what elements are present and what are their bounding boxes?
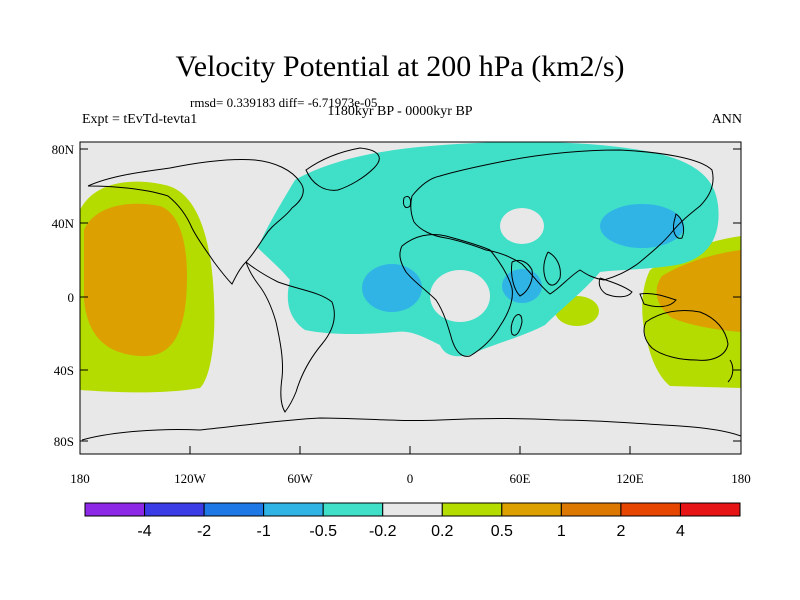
colorbar bbox=[84, 502, 741, 517]
colorbar-label: 1 bbox=[557, 523, 566, 540]
indian-ocean-negative-core bbox=[502, 269, 542, 303]
atlantic-negative-core bbox=[362, 264, 422, 312]
contour-fields bbox=[80, 142, 741, 441]
colorbar-box bbox=[560, 502, 622, 517]
south-atlantic-neutral-patch bbox=[430, 270, 490, 322]
colorbar-label: 0.2 bbox=[431, 523, 453, 540]
colorbar-box bbox=[620, 502, 681, 517]
colorbar-box bbox=[84, 502, 146, 517]
lon-label: 120W bbox=[174, 471, 207, 486]
lat-label: 80N bbox=[52, 142, 75, 157]
lat-label: 40N bbox=[52, 216, 75, 231]
colorbar-box bbox=[441, 502, 503, 517]
lon-label: 180 bbox=[70, 471, 90, 486]
lat-label: 80S bbox=[54, 434, 74, 449]
east-asia-negative-core bbox=[600, 204, 684, 248]
period-subtitle: 1180kyr BP - 0000kyr BP bbox=[327, 104, 473, 119]
colorbar-label: -0.5 bbox=[309, 523, 337, 540]
lon-label: 0 bbox=[407, 471, 414, 486]
west-pacific-positive-core bbox=[656, 250, 741, 332]
lat-label: 40S bbox=[54, 363, 74, 378]
colorbar-box bbox=[203, 502, 265, 517]
stats-line: rmsd= 0.339183 diff= -6.71973e-05 bbox=[190, 95, 378, 110]
colorbar-box bbox=[382, 502, 443, 517]
colorbar-box bbox=[322, 502, 384, 517]
lon-label: 60E bbox=[510, 471, 531, 486]
colorbar-label: 4 bbox=[676, 523, 685, 540]
colorbar-label: 2 bbox=[616, 523, 625, 540]
coastlines bbox=[81, 147, 741, 441]
colorbar-box bbox=[679, 502, 741, 517]
colorbar-label: 0.5 bbox=[491, 523, 513, 540]
lon-label: 180 bbox=[731, 471, 751, 486]
pacific-positive-core bbox=[84, 203, 187, 357]
colorbar-box bbox=[263, 502, 324, 517]
latitude-labels: 80N 40N 0 40S 80S bbox=[52, 142, 75, 449]
colorbar-label: -2 bbox=[197, 523, 211, 540]
colorbar-label: -1 bbox=[257, 523, 271, 540]
season-label: ANN bbox=[711, 112, 742, 127]
colorbar-label: -0.2 bbox=[369, 523, 397, 540]
axis-ticks bbox=[79, 148, 742, 454]
figure-title: Velocity Potential at 200 hPa (km2/s) bbox=[175, 50, 625, 83]
experiment-label: Expt = tEvTd-tevta1 bbox=[82, 112, 198, 127]
colorbar-labels: -4 -2 -1 -0.5 -0.2 0.2 0.5 1 2 4 bbox=[137, 523, 685, 540]
sahara-neutral-patch bbox=[500, 208, 544, 244]
colorbar-label: -4 bbox=[137, 523, 151, 540]
lon-label: 60W bbox=[287, 471, 313, 486]
colorbar-box bbox=[144, 502, 205, 517]
longitude-labels: 180 120W 60W 0 60E 120E 180 bbox=[70, 471, 751, 486]
colorbar-box bbox=[501, 502, 562, 517]
lat-label: 0 bbox=[68, 290, 75, 305]
lon-label: 120E bbox=[616, 471, 644, 486]
